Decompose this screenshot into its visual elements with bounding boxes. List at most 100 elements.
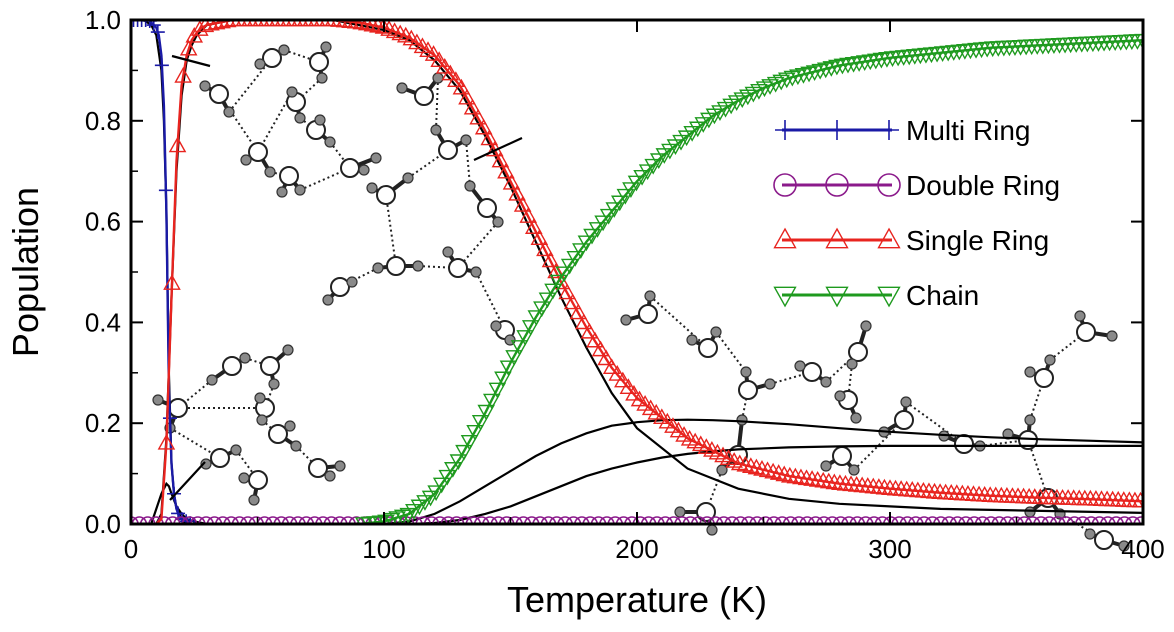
hydrogen-atom — [1044, 354, 1056, 366]
data-point — [591, 340, 610, 357]
data-point — [218, 20, 237, 28]
data-point — [974, 516, 991, 524]
data-point — [538, 292, 557, 309]
data-point — [256, 516, 273, 524]
data-point — [577, 235, 596, 252]
hydrogen-atom — [372, 262, 384, 274]
y-tick-label: 0.8 — [85, 106, 121, 136]
data-point — [624, 516, 640, 524]
data-point — [273, 516, 290, 524]
data-point — [891, 516, 907, 524]
data-point — [849, 516, 866, 524]
data-point — [441, 64, 460, 81]
series-layer — [131, 20, 1143, 524]
reference-curve — [155, 20, 1143, 524]
data-point — [432, 516, 448, 524]
data-point — [640, 516, 657, 524]
legend-marker — [773, 286, 797, 308]
data-point — [924, 516, 941, 524]
legend-entry: Double Ring — [773, 170, 1060, 201]
data-point — [421, 490, 440, 507]
hydrogen-atom — [334, 460, 346, 472]
y-tick-label: 1.0 — [85, 5, 121, 35]
data-point — [438, 469, 457, 486]
data-point — [588, 222, 607, 238]
oxygen-atom — [210, 448, 230, 468]
hydrogen-atom — [706, 524, 718, 536]
hydrogen-atom — [264, 166, 276, 178]
data-point — [516, 330, 534, 346]
hydrogen-atom — [238, 472, 250, 484]
data-point — [164, 516, 181, 524]
data-point — [841, 516, 857, 524]
molecule-bond — [457, 221, 499, 269]
data-point — [440, 516, 457, 524]
oxygen-atom — [832, 446, 852, 466]
hydrogen-atom — [294, 112, 306, 124]
molecule-bond — [417, 265, 459, 269]
data-point — [290, 516, 306, 524]
data-point — [638, 164, 657, 181]
hydrogen-atom — [1084, 528, 1096, 540]
data-point — [807, 516, 824, 524]
hydrogen-atom — [1074, 310, 1086, 322]
data-point — [131, 20, 145, 27]
hydrogen-atom — [716, 464, 728, 476]
data-point — [463, 98, 482, 115]
y-tick-label: 0.6 — [85, 207, 121, 237]
data-point — [575, 313, 593, 330]
data-point — [791, 516, 807, 524]
hydrogen-atom — [324, 470, 336, 482]
oxygen-atom — [696, 502, 716, 522]
data-point — [460, 434, 479, 451]
data-point — [447, 71, 465, 87]
legend-label: Multi Ring — [906, 115, 1030, 146]
data-point — [544, 283, 562, 300]
hydrogen-atom — [1106, 330, 1118, 342]
legend-marker — [877, 227, 901, 249]
data-point — [458, 88, 476, 105]
data-point — [657, 516, 674, 524]
data-point — [1016, 516, 1033, 524]
legend: Multi Ring Double Ring Single Ring Chain — [773, 115, 1060, 311]
hydrogen-atom — [268, 378, 280, 390]
data-point — [315, 516, 331, 524]
data-point — [574, 516, 590, 524]
data-point — [999, 516, 1016, 524]
data-point — [323, 516, 340, 524]
molecule-bond — [295, 77, 323, 103]
hydrogen-atom — [740, 366, 752, 378]
hydrogen-atom — [1024, 366, 1036, 378]
hydrogen-atom — [820, 376, 832, 388]
data-point — [139, 516, 156, 524]
molecule-bond — [218, 93, 259, 153]
data-point — [215, 516, 231, 524]
data-point — [782, 516, 799, 524]
data-point — [415, 516, 432, 524]
legend-marker — [877, 286, 901, 308]
data-point — [549, 516, 565, 524]
legend-marker — [825, 286, 849, 308]
legend-entry: Chain — [773, 280, 979, 311]
data-point — [614, 371, 632, 388]
legend-marker — [877, 173, 901, 197]
data-point — [547, 262, 565, 279]
data-point — [189, 516, 206, 524]
data-point — [1066, 516, 1083, 524]
oxygen-atom — [386, 256, 406, 276]
data-point — [1091, 516, 1108, 524]
hydrogen-atom — [223, 106, 235, 118]
hydrogen-atom — [470, 266, 482, 278]
data-point — [665, 516, 682, 524]
oxygen-atom — [279, 166, 299, 186]
hydrogen-atom — [1024, 414, 1036, 426]
data-point — [949, 516, 966, 524]
data-point — [527, 310, 546, 326]
data-point — [866, 516, 882, 524]
molecule-cluster-lower-center — [620, 290, 872, 536]
plot-frame — [129, 18, 1145, 526]
hydrogen-atom — [254, 58, 266, 70]
molecule-illustrations — [152, 41, 1130, 552]
data-point — [382, 516, 398, 524]
